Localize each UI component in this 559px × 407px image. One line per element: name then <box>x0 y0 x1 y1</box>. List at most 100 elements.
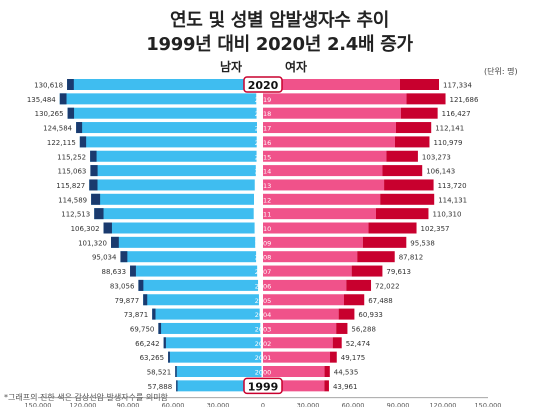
year-label-2015: 2015 <box>255 153 272 161</box>
male-thyroid-bar-2012 <box>91 194 100 205</box>
male-value-label-2020: 130,618 <box>34 82 63 90</box>
female-value-label-2009: 95,538 <box>410 239 435 247</box>
year-label-2002: 2002 <box>255 340 272 348</box>
female-thyroid-bar-2011 <box>376 208 429 219</box>
female-value-label-2003: 56,288 <box>351 325 376 333</box>
female-value-label-2007: 79,613 <box>386 268 411 276</box>
female-value-label-1999: 43,961 <box>333 383 358 391</box>
male-value-label-2008: 95,034 <box>92 254 117 262</box>
male-bar-2015 <box>90 151 256 162</box>
male-bar-2007 <box>130 266 257 277</box>
female-bar-2010 <box>263 223 369 234</box>
male-thyroid-bar-2010 <box>104 223 112 234</box>
female-value-label-2018: 116,427 <box>442 110 471 118</box>
female-value-label-2005: 67,488 <box>368 297 393 305</box>
female-bar-2001 <box>263 352 330 363</box>
male-bar-2001 <box>168 352 261 363</box>
year-label-1999: 1999 <box>248 380 279 393</box>
female-value-label-2013: 113,720 <box>438 182 467 190</box>
year-label-2019: 2019 <box>255 96 272 104</box>
female-bar-2012 <box>263 194 380 205</box>
year-label-2020: 2020 <box>248 79 279 92</box>
year-label-2004: 2004 <box>255 311 272 319</box>
male-thyroid-bar-2003 <box>158 323 161 334</box>
male-bar-2020 <box>67 79 256 90</box>
female-thyroid-bar-1999 <box>324 380 329 391</box>
male-label: 남자 <box>220 59 242 74</box>
female-thyroid-bar-2020 <box>400 79 439 90</box>
male-value-label-2010: 106,302 <box>71 225 100 233</box>
male-value-label-2006: 83,056 <box>110 282 135 290</box>
female-thyroid-bar-2003 <box>336 323 347 334</box>
female-bar-2007 <box>263 266 352 277</box>
male-bar-2006 <box>138 280 258 291</box>
female-thyroid-bar-2018 <box>401 108 438 119</box>
female-thyroid-bar-2004 <box>339 309 355 320</box>
female-thyroid-bar-2019 <box>407 93 446 104</box>
male-bar-2018 <box>68 108 257 119</box>
female-value-label-2000: 44,535 <box>334 369 359 377</box>
male-value-label-2014: 115,063 <box>57 168 86 176</box>
year-label-2013: 2013 <box>255 182 272 190</box>
year-label-2009: 2009 <box>255 239 272 247</box>
male-bar-2008 <box>120 251 256 262</box>
female-thyroid-bar-2005 <box>344 294 364 305</box>
x-tick-label: 30,000 <box>297 402 320 407</box>
female-bar-2008 <box>263 251 357 262</box>
female-bar-2003 <box>263 323 336 334</box>
female-thyroid-bar-2013 <box>384 179 434 190</box>
female-bar-2002 <box>263 337 333 348</box>
male-thyroid-bar-2016 <box>80 136 86 147</box>
x-tick-label: 60,000 <box>342 402 365 407</box>
female-bar-2016 <box>263 136 395 147</box>
male-value-label-2018: 130,265 <box>35 110 64 118</box>
female-value-label-2019: 121,686 <box>450 96 479 104</box>
male-thyroid-bar-2001 <box>168 352 170 363</box>
female-value-label-2004: 60,933 <box>358 311 383 319</box>
female-thyroid-bar-2014 <box>382 165 422 176</box>
male-value-label-1999: 57,888 <box>148 383 173 391</box>
male-bar-2004 <box>152 309 260 320</box>
male-thyroid-bar-2008 <box>120 251 127 262</box>
male-value-label-2015: 115,252 <box>57 153 86 161</box>
male-thyroid-bar-1999 <box>176 380 177 391</box>
year-label-2007: 2007 <box>255 268 272 276</box>
male-bar-2003 <box>158 323 260 334</box>
female-thyroid-bar-2001 <box>330 352 337 363</box>
male-bar-2011 <box>94 208 253 219</box>
male-value-label-2005: 79,877 <box>115 297 140 305</box>
male-value-label-2013: 115,827 <box>56 182 85 190</box>
male-bar-2000 <box>175 366 261 377</box>
year-label-2000: 2000 <box>255 369 272 377</box>
male-bar-2016 <box>80 136 257 147</box>
male-value-label-2009: 101,320 <box>78 239 107 247</box>
male-value-label-2019: 135,484 <box>27 96 56 104</box>
female-bar-2017 <box>263 122 396 133</box>
male-value-label-2012: 114,589 <box>58 196 87 204</box>
year-label-2003: 2003 <box>255 325 272 333</box>
female-thyroid-bar-2002 <box>333 337 342 348</box>
male-bar-2014 <box>90 165 255 176</box>
male-value-label-2017: 124,584 <box>43 125 72 133</box>
male-thyroid-bar-2009 <box>111 237 119 248</box>
female-value-label-2016: 110,979 <box>433 139 462 147</box>
male-bar-2005 <box>143 294 259 305</box>
female-thyroid-bar-2016 <box>395 136 430 147</box>
female-bar-2000 <box>263 366 325 377</box>
female-bar-2015 <box>263 151 386 162</box>
female-thyroid-bar-2000 <box>325 366 330 377</box>
x-tick-label: 90,000 <box>387 402 410 407</box>
footnote: *그래프의 진한 색은 갑상선암 발생자수를 의미함 <box>4 392 168 403</box>
female-bar-2006 <box>263 280 346 291</box>
year-label-2008: 2008 <box>255 254 272 262</box>
x-tick-label: 30,000 <box>207 402 230 407</box>
female-bar-2018 <box>263 108 401 119</box>
x-tick-label: 150,000 <box>475 402 502 407</box>
female-bar-2014 <box>263 165 382 176</box>
male-thyroid-bar-2011 <box>94 208 103 219</box>
male-bar-2019 <box>60 93 256 104</box>
male-thyroid-bar-2014 <box>90 165 97 176</box>
year-label-2012: 2012 <box>255 196 272 204</box>
male-bar-2013 <box>89 179 254 190</box>
